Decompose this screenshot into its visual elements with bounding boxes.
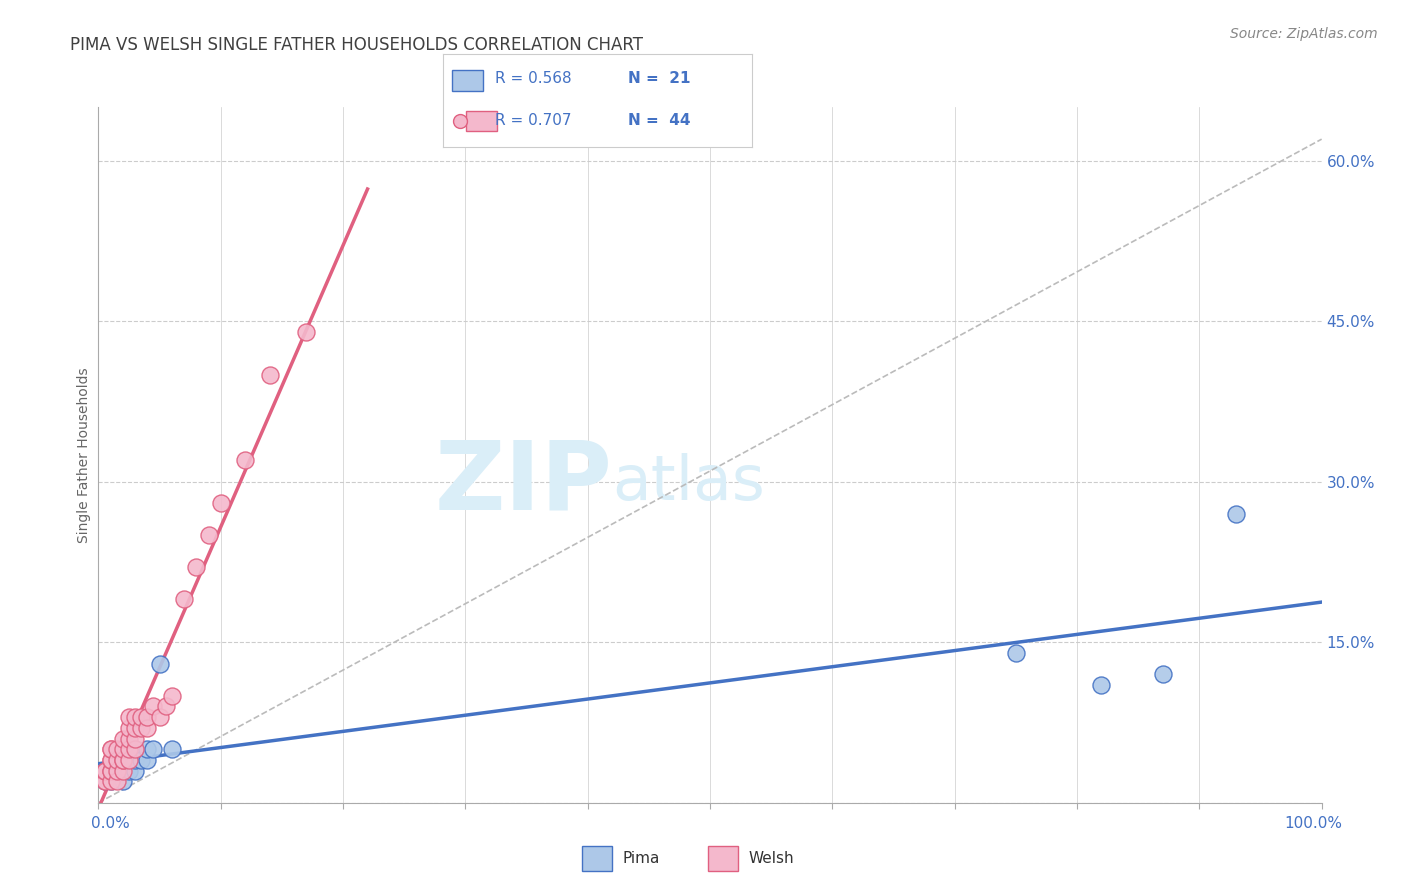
Point bbox=[118, 753, 141, 767]
Point bbox=[100, 742, 122, 756]
Point bbox=[233, 453, 256, 467]
Point bbox=[142, 742, 165, 756]
Point bbox=[124, 731, 146, 746]
Bar bbox=[453, 70, 484, 91]
Point bbox=[149, 710, 172, 724]
Point bbox=[118, 710, 141, 724]
Point bbox=[105, 774, 128, 789]
Point bbox=[100, 753, 122, 767]
Text: ZIP: ZIP bbox=[434, 436, 612, 529]
Point bbox=[209, 496, 232, 510]
Point bbox=[124, 710, 146, 724]
Point bbox=[105, 764, 128, 778]
Point bbox=[100, 764, 122, 778]
Point bbox=[124, 721, 146, 735]
Point bbox=[124, 764, 146, 778]
Point bbox=[100, 774, 122, 789]
Point bbox=[111, 753, 134, 767]
Bar bbox=[467, 111, 498, 131]
Point bbox=[93, 774, 115, 789]
Text: 100.0%: 100.0% bbox=[1285, 816, 1343, 831]
Point bbox=[93, 774, 115, 789]
Point bbox=[124, 742, 146, 756]
Text: N =  44: N = 44 bbox=[628, 113, 690, 128]
Point bbox=[197, 528, 219, 542]
Point bbox=[129, 721, 152, 735]
Point bbox=[136, 721, 159, 735]
Point bbox=[124, 753, 146, 767]
Point bbox=[160, 742, 183, 756]
Point bbox=[111, 774, 134, 789]
Point bbox=[100, 764, 122, 778]
Point bbox=[100, 764, 122, 778]
Point bbox=[100, 753, 122, 767]
Text: R = 0.707: R = 0.707 bbox=[495, 113, 572, 128]
Point bbox=[449, 114, 471, 128]
Point bbox=[160, 689, 183, 703]
Point bbox=[186, 560, 208, 574]
Point bbox=[118, 721, 141, 735]
Point bbox=[111, 731, 134, 746]
Point bbox=[136, 742, 159, 756]
Point bbox=[118, 753, 141, 767]
Point bbox=[149, 657, 172, 671]
Point bbox=[111, 764, 134, 778]
Point bbox=[93, 764, 115, 778]
Text: PIMA VS WELSH SINGLE FATHER HOUSEHOLDS CORRELATION CHART: PIMA VS WELSH SINGLE FATHER HOUSEHOLDS C… bbox=[70, 36, 644, 54]
Point bbox=[1152, 667, 1174, 681]
Point bbox=[100, 742, 122, 756]
Y-axis label: Single Father Households: Single Father Households bbox=[77, 368, 91, 542]
Text: atlas: atlas bbox=[612, 453, 765, 513]
Point bbox=[118, 742, 141, 756]
Point bbox=[105, 753, 128, 767]
Text: N =  21: N = 21 bbox=[628, 71, 690, 87]
Point bbox=[1225, 507, 1247, 521]
Point bbox=[105, 742, 128, 756]
Point bbox=[111, 742, 134, 756]
Text: Pima: Pima bbox=[621, 851, 659, 866]
Point bbox=[1004, 646, 1026, 660]
Point bbox=[1090, 678, 1112, 692]
Point bbox=[129, 710, 152, 724]
Bar bbox=[709, 847, 738, 871]
Point bbox=[136, 710, 159, 724]
Point bbox=[129, 753, 152, 767]
Point bbox=[105, 753, 128, 767]
Point bbox=[124, 742, 146, 756]
Text: Source: ZipAtlas.com: Source: ZipAtlas.com bbox=[1230, 27, 1378, 41]
Text: 0.0%: 0.0% bbox=[91, 816, 131, 831]
Point bbox=[259, 368, 281, 382]
Point bbox=[118, 764, 141, 778]
Text: R = 0.568: R = 0.568 bbox=[495, 71, 572, 87]
Point bbox=[100, 774, 122, 789]
Text: Welsh: Welsh bbox=[748, 851, 794, 866]
Point bbox=[111, 753, 134, 767]
Point bbox=[173, 592, 195, 607]
Point bbox=[93, 774, 115, 789]
Point bbox=[118, 731, 141, 746]
Point bbox=[295, 325, 318, 339]
Point bbox=[93, 764, 115, 778]
Point bbox=[142, 699, 165, 714]
Point bbox=[111, 764, 134, 778]
Point bbox=[136, 753, 159, 767]
Bar bbox=[582, 847, 612, 871]
Point bbox=[155, 699, 177, 714]
